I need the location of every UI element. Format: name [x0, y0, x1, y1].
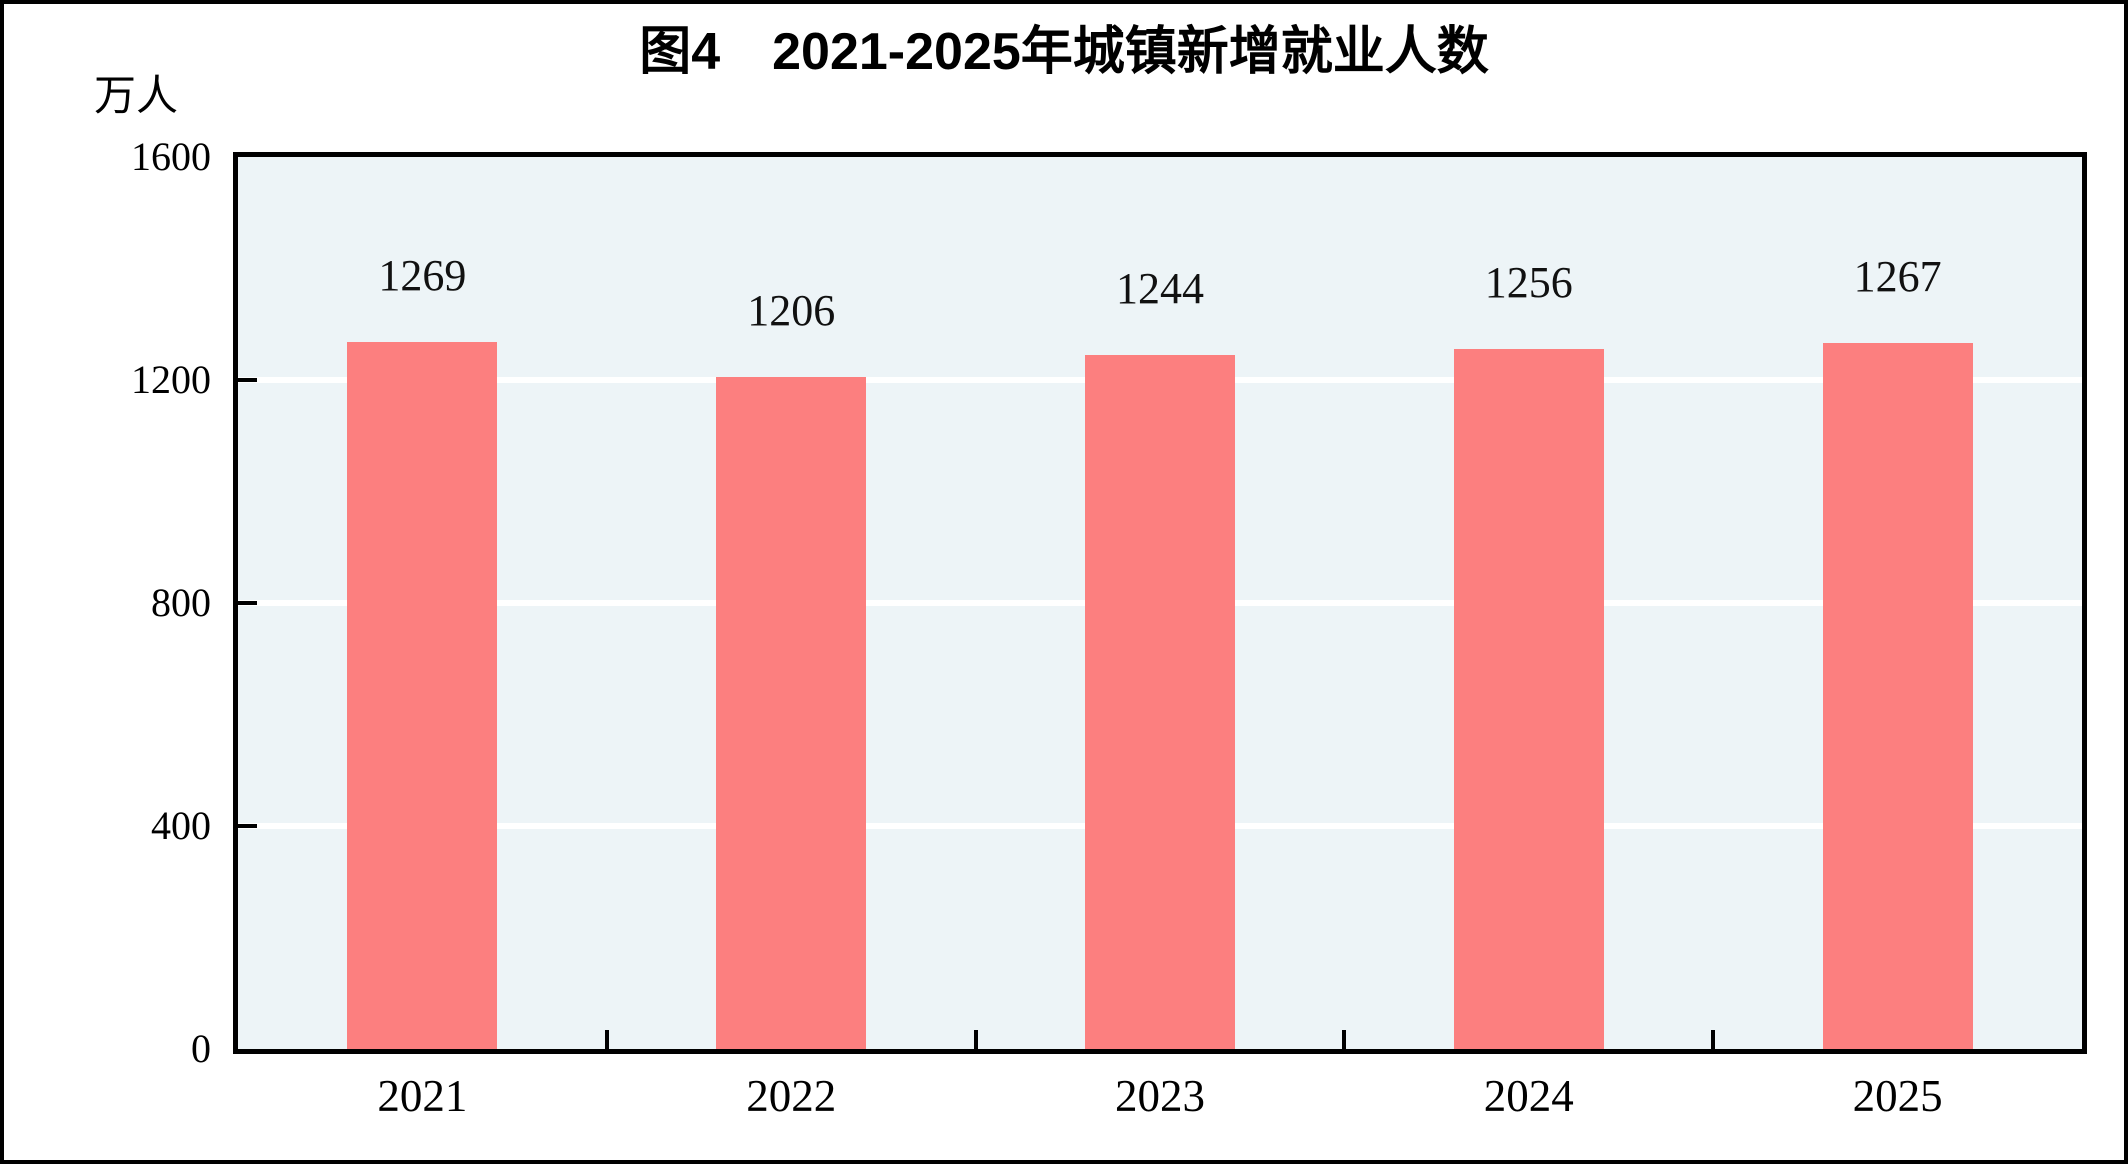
x-tick-label: 2022 — [746, 1071, 837, 1121]
x-tick-label: 2021 — [377, 1071, 468, 1121]
x-tick-mark — [1711, 1030, 1716, 1049]
bar-value-label: 1267 — [1853, 251, 1942, 301]
y-tick-label: 800 — [151, 580, 211, 625]
bar — [1085, 355, 1235, 1049]
y-tick-label: 0 — [191, 1026, 211, 1071]
y-tick-label: 400 — [151, 803, 211, 848]
y-tick-mark — [238, 378, 257, 382]
bar — [1822, 342, 1973, 1049]
y-tick-mark — [238, 601, 257, 605]
x-tick-label: 2024 — [1483, 1071, 1574, 1121]
bar-value-label: 1244 — [1115, 264, 1204, 314]
x-tick-label: 2025 — [1852, 1071, 1943, 1121]
bar-value-label: 1269 — [378, 250, 467, 300]
x-tick-mark — [1342, 1030, 1347, 1049]
bar — [716, 376, 867, 1049]
bar — [1453, 348, 1604, 1049]
chart-title: 图4 2021-2025年城镇新增就业人数 — [639, 23, 1489, 81]
x-tick-mark — [973, 1030, 978, 1049]
bar-value-label: 1206 — [747, 285, 836, 335]
plot-area — [233, 152, 2087, 1054]
bar-value-label: 1256 — [1484, 257, 1573, 307]
y-tick-label: 1600 — [131, 134, 211, 179]
y-tick-label: 1200 — [131, 357, 211, 402]
y-tick-mark — [238, 824, 257, 828]
x-tick-label: 2023 — [1114, 1071, 1205, 1121]
x-tick-mark — [604, 1030, 609, 1049]
bar — [347, 341, 498, 1049]
y-axis-unit-label: 万人 — [94, 74, 179, 120]
